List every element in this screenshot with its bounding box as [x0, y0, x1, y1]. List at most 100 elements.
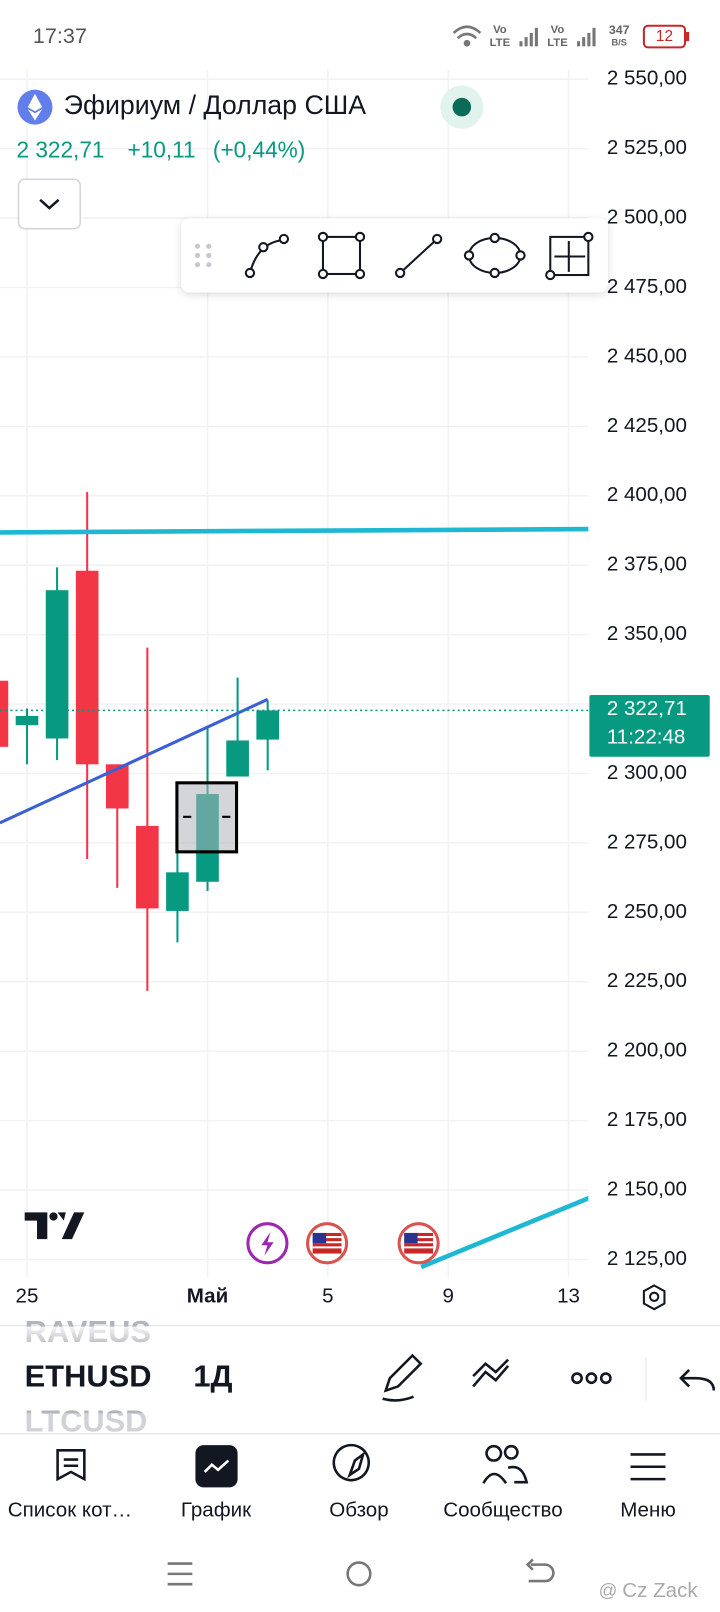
nav-item[interactable]: Обзор [329, 1498, 388, 1521]
y-tick-label: 2 500,00 [607, 205, 687, 228]
measure-tool[interactable] [545, 231, 594, 281]
symbol-item[interactable]: LTCUSD [25, 1404, 148, 1439]
x-tick-label: Май [187, 1284, 228, 1307]
y-tick-label: 2 250,00 [607, 900, 687, 923]
y-tick-label: 2 300,00 [607, 761, 687, 784]
dropdown-button[interactable] [17, 178, 81, 230]
y-tick-label: 2 450,00 [607, 344, 687, 367]
y-tick-label: 2 475,00 [607, 275, 687, 298]
network-label: Vo [551, 24, 565, 36]
battery-tip [686, 31, 690, 42]
tv-logo [24, 1212, 85, 1240]
axis-settings[interactable] [642, 1284, 666, 1311]
wifi-icon [452, 25, 482, 47]
y-tick-label: 2 225,00 [607, 969, 687, 992]
network-label: LTE [490, 37, 511, 49]
trend-line [0, 526, 589, 535]
watermark: Cz Zack [622, 1579, 698, 1602]
watermark-at: @ [599, 1579, 618, 1600]
interval[interactable]: 1Д [193, 1358, 232, 1393]
nav-icon-watchlist [56, 1448, 86, 1482]
header-change-percent: (+0,44%) [213, 137, 305, 162]
chart-glyph [203, 1459, 230, 1473]
nav-item[interactable]: Меню [620, 1498, 676, 1521]
symbol-current[interactable]: ETHUSD [25, 1358, 152, 1393]
plot [0, 492, 589, 1270]
y-tick-label: 2 550,00 [607, 67, 687, 90]
status-time: 17:37 [33, 23, 87, 48]
candle-body [256, 710, 279, 740]
chevron [39, 198, 60, 210]
draw-button[interactable] [382, 1353, 423, 1402]
nav-item[interactable]: Сообщество [443, 1498, 562, 1521]
trend-line [420, 1195, 589, 1270]
net-speed-unit: B/S [611, 38, 626, 48]
symbol-title: Эфириум / Доллар США [64, 90, 366, 120]
lightning-glyph [261, 1231, 274, 1256]
recent-apps[interactable] [167, 1562, 193, 1586]
event-flag-icon[interactable] [397, 1222, 440, 1265]
toolbar-panel [181, 218, 608, 293]
header-change: +10,11 [128, 137, 196, 162]
fade-top [0, 1326, 175, 1348]
nav-icon-chart [195, 1445, 238, 1488]
battery-icon [642, 24, 687, 49]
undo-button[interactable] [679, 1369, 716, 1391]
y-tick-label: 2 175,00 [607, 1108, 687, 1131]
grid [0, 70, 589, 1278]
drag-handle[interactable] [194, 243, 212, 268]
header-price: 2 322,71 [16, 137, 104, 162]
y-tick-label: 2 350,00 [607, 622, 687, 645]
nav-icon-explore [332, 1443, 371, 1482]
candle-body [166, 872, 189, 911]
y-tick-label: 2 200,00 [607, 1039, 687, 1062]
network-label: LTE [547, 37, 568, 49]
candle-body [75, 570, 99, 765]
candle-body [226, 740, 249, 777]
countdown: 11:22:48 [607, 726, 686, 749]
nav-item[interactable]: Список кот… [8, 1498, 132, 1521]
market-status-dot [452, 97, 472, 117]
fade-bottom [0, 1413, 175, 1434]
last-price-badge [589, 694, 710, 757]
eth-glyph [27, 93, 43, 121]
last-price-label: 2 322,71 [607, 697, 687, 720]
event-flag-icon[interactable] [305, 1222, 349, 1265]
nav-icon-community [482, 1444, 529, 1484]
candle-body [15, 715, 39, 726]
battery-level: 12 [656, 28, 673, 45]
y-tick-label: 2 525,00 [607, 136, 687, 159]
candle-body [45, 590, 69, 739]
candle-body [0, 680, 9, 747]
signal-icon [519, 27, 538, 47]
net-speed: 347 [609, 23, 630, 37]
y-tick-label: 2 425,00 [607, 414, 687, 437]
y-tick-label: 2 125,00 [607, 1247, 687, 1270]
signal-icon [577, 27, 596, 47]
candle-body [105, 764, 129, 809]
trend-line [0, 697, 269, 825]
x-tick-label: 5 [322, 1284, 333, 1307]
y-tick-label: 2 150,00 [607, 1177, 687, 1200]
rectangle-tool[interactable] [317, 231, 366, 280]
y-tick-label: 2 400,00 [607, 483, 687, 506]
candle-body [136, 825, 159, 909]
tv-logo-dot [49, 1212, 58, 1221]
indicators-button[interactable] [472, 1358, 510, 1388]
home-button[interactable] [346, 1561, 372, 1587]
more-button[interactable] [571, 1372, 612, 1385]
ellipse-tool[interactable] [463, 232, 526, 279]
x-tick-label: 13 [557, 1284, 580, 1307]
y-tick-label: 2 275,00 [607, 830, 687, 853]
back-button[interactable] [525, 1558, 555, 1583]
y-tick-label: 2 375,00 [607, 553, 687, 576]
x-tick-label: 25 [16, 1284, 39, 1307]
line-tool[interactable] [394, 233, 443, 279]
x-tick-label: 9 [442, 1284, 453, 1307]
nav-item[interactable]: График [181, 1498, 252, 1521]
curve-tool[interactable] [244, 233, 290, 279]
network-label: Vo [493, 24, 507, 36]
